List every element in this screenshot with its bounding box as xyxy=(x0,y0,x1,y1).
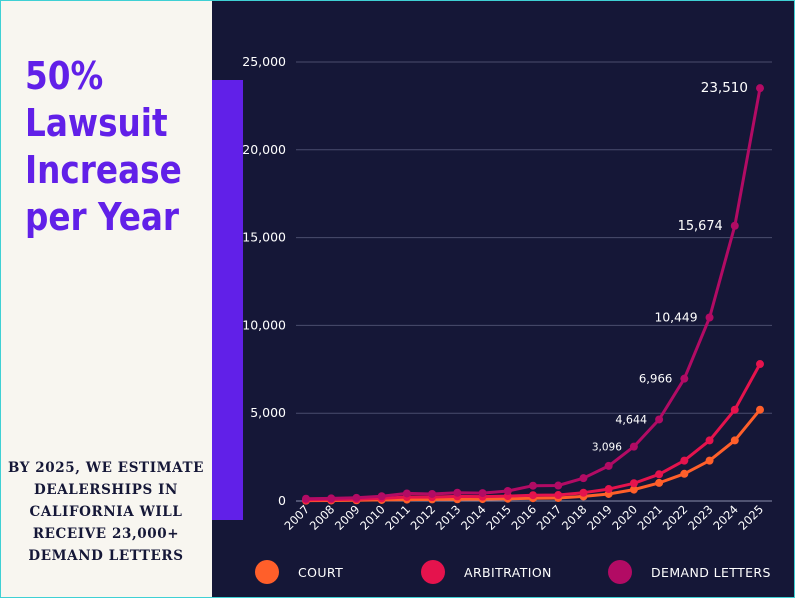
arbitration-line xyxy=(304,362,762,502)
x-tick-label-2022: 2022 xyxy=(660,502,691,533)
x-tick-label-2017: 2017 xyxy=(534,502,565,533)
demand-letters-point-2011 xyxy=(402,489,411,498)
demand-letters-point-2012 xyxy=(428,489,437,498)
legend-label-arbitration: ARBITRATION xyxy=(464,564,552,580)
chart-series xyxy=(302,84,764,505)
x-tick-label-2024: 2024 xyxy=(710,502,741,533)
x-tick-label-2014: 2014 xyxy=(458,502,489,533)
x-tick-label-2020: 2020 xyxy=(609,502,640,533)
data-label-2020: 4,644 xyxy=(615,413,647,426)
arbitration-marker-icon xyxy=(421,560,445,584)
headline: 50% Lawsuit Increase per Year xyxy=(25,53,184,241)
demand-letters-point-2017 xyxy=(554,481,563,490)
x-tick-label-2015: 2015 xyxy=(483,502,514,533)
demand-letters-point-2013 xyxy=(453,488,462,497)
x-tick-label-2019: 2019 xyxy=(584,502,615,533)
demand-letters-point-2023 xyxy=(705,313,714,322)
arbitration-point-2022 xyxy=(680,456,689,465)
arbitration-point-2023 xyxy=(705,436,714,445)
title-panel: 50% Lawsuit Increase per Year BY 2025, W… xyxy=(1,1,212,597)
demand-letters-point-2007 xyxy=(302,494,310,503)
y-tick-label-10000: 10,000 xyxy=(242,317,286,332)
demand-letters-point-2010 xyxy=(377,492,386,501)
headline-line-2: Lawsuit xyxy=(25,101,168,145)
legend-item-demand-letters: DEMAND LETTERS xyxy=(608,559,771,585)
x-tick-label-2010: 2010 xyxy=(357,502,388,533)
x-tick-label-2011: 2011 xyxy=(382,502,413,533)
y-tick-label-15000: 15,000 xyxy=(242,230,286,245)
x-tick-label-2021: 2021 xyxy=(635,502,666,533)
headline-line-3: Increase xyxy=(25,148,182,192)
data-label-2022: 10,449 xyxy=(655,311,698,325)
x-tick-label-2023: 2023 xyxy=(685,502,716,533)
legend-item-court: COURT xyxy=(255,559,343,585)
headline-line-4: per Year xyxy=(25,195,180,239)
headline-line-1: 50% xyxy=(25,54,104,98)
demand-letters-marker-icon xyxy=(608,560,632,584)
court-point-2025 xyxy=(756,405,764,414)
legend-label-demand-letters: DEMAND LETTERS xyxy=(651,564,771,580)
court-point-2020 xyxy=(629,485,638,494)
x-axis: 2007200820092010201120122013201420152016… xyxy=(282,502,767,533)
arbitration-point-2021 xyxy=(655,470,664,479)
court-point-2021 xyxy=(655,478,664,487)
demand-letters-point-2025 xyxy=(756,84,764,93)
y-tick-label-20000: 20,000 xyxy=(242,142,286,157)
arbitration-point-2025 xyxy=(756,360,764,369)
demand-letters-point-2018 xyxy=(579,474,588,483)
arbitration-point-2024 xyxy=(730,405,739,414)
demand-letters-point-2008 xyxy=(327,494,336,503)
x-tick-label-2025: 2025 xyxy=(736,502,767,533)
demand-letters-point-2014 xyxy=(478,489,487,498)
data-label-2024: 23,510 xyxy=(701,80,748,96)
chart-legend: COURT ARBITRATION DEMAND LETTERS xyxy=(255,559,785,585)
court-point-2024 xyxy=(730,436,739,445)
x-tick-label-2012: 2012 xyxy=(408,502,439,533)
demand-letters-point-2024 xyxy=(730,221,739,230)
arbitration-point-2016 xyxy=(529,491,537,500)
demand-letters-point-2020 xyxy=(629,442,638,451)
estimate-text: BY 2025, WE ESTIMATE DEALERSHIPS IN CALI… xyxy=(7,460,205,564)
court-point-2022 xyxy=(680,469,689,478)
demand-letters-point-2021 xyxy=(655,415,664,424)
data-label-2023: 15,674 xyxy=(678,219,723,234)
court-marker-icon xyxy=(255,560,279,584)
data-label-2019: 3,096 xyxy=(592,442,622,454)
legend-item-arbitration: ARBITRATION xyxy=(421,559,552,585)
arbitration-point-2018 xyxy=(579,488,588,497)
x-tick-label-2007: 2007 xyxy=(282,502,313,533)
demand-letters-point-2016 xyxy=(529,481,537,490)
legend-label-court: COURT xyxy=(298,564,344,580)
demand-letters-point-2019 xyxy=(604,461,613,470)
data-label-2021: 6,966 xyxy=(639,372,672,386)
court-point-2023 xyxy=(705,456,714,465)
x-tick-label-2016: 2016 xyxy=(509,502,540,533)
data-labels: 3,096 4,644 6,966 10,449 15,674 23,510 xyxy=(592,80,748,453)
arbitration-point-2017 xyxy=(554,491,563,500)
y-axis: 0 5,000 10,000 15,000 20,000 25,000 xyxy=(242,54,286,508)
demand-letters-point-2009 xyxy=(352,493,361,502)
x-tick-label-2008: 2008 xyxy=(307,502,338,533)
chart-grid xyxy=(296,61,772,502)
y-tick-label-25000: 25,000 xyxy=(242,54,286,69)
x-tick-label-2009: 2009 xyxy=(332,502,363,533)
demand-letters-point-2022 xyxy=(680,374,689,383)
x-tick-label-2013: 2013 xyxy=(433,502,464,533)
y-tick-label-5000: 5,000 xyxy=(250,405,286,420)
demand-letters-point-2015 xyxy=(503,486,512,495)
arbitration-point-2019 xyxy=(604,485,613,494)
x-tick-label-2018: 2018 xyxy=(559,502,590,533)
accent-bar xyxy=(212,80,243,520)
arbitration-point-2020 xyxy=(629,479,638,488)
y-tick-label-0: 0 xyxy=(278,493,286,508)
